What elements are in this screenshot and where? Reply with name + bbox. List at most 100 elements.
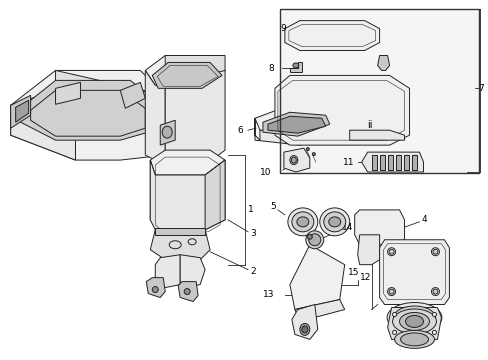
Polygon shape	[387, 155, 392, 170]
Ellipse shape	[393, 306, 435, 329]
Polygon shape	[16, 100, 29, 122]
Polygon shape	[11, 90, 75, 160]
Polygon shape	[150, 160, 224, 230]
Polygon shape	[294, 300, 344, 321]
Ellipse shape	[392, 312, 396, 316]
Polygon shape	[349, 130, 404, 140]
Polygon shape	[379, 240, 448, 305]
Text: 4: 4	[421, 215, 426, 224]
Ellipse shape	[323, 212, 345, 232]
Polygon shape	[357, 235, 379, 265]
Polygon shape	[289, 62, 301, 72]
Bar	[279, 9, 478, 173]
Polygon shape	[395, 155, 400, 170]
Polygon shape	[371, 155, 376, 170]
Polygon shape	[150, 160, 155, 225]
Polygon shape	[11, 95, 31, 128]
Ellipse shape	[306, 234, 312, 239]
Ellipse shape	[184, 289, 190, 294]
Ellipse shape	[388, 289, 393, 294]
Text: 15: 15	[347, 268, 359, 277]
Polygon shape	[263, 112, 329, 136]
Polygon shape	[267, 116, 325, 133]
Polygon shape	[289, 245, 344, 310]
Polygon shape	[354, 210, 404, 245]
Ellipse shape	[289, 156, 297, 165]
Polygon shape	[150, 230, 210, 260]
Bar	[279, 9, 478, 173]
Text: 11: 11	[343, 158, 354, 167]
Text: 3: 3	[249, 229, 255, 238]
Polygon shape	[285, 21, 379, 50]
Polygon shape	[11, 71, 165, 160]
Ellipse shape	[296, 217, 308, 227]
Polygon shape	[20, 80, 155, 140]
Polygon shape	[291, 305, 317, 339]
Polygon shape	[120, 82, 145, 108]
Ellipse shape	[305, 148, 309, 150]
Ellipse shape	[405, 315, 423, 328]
Ellipse shape	[430, 248, 439, 256]
Polygon shape	[403, 155, 407, 170]
Ellipse shape	[308, 234, 320, 246]
Polygon shape	[361, 152, 423, 172]
Text: 2: 2	[249, 267, 255, 276]
Polygon shape	[160, 120, 175, 145]
Polygon shape	[377, 55, 389, 71]
Ellipse shape	[299, 323, 309, 336]
Text: 12: 12	[359, 273, 370, 282]
Polygon shape	[56, 71, 165, 130]
Polygon shape	[155, 228, 204, 235]
Text: 14: 14	[341, 223, 352, 232]
Polygon shape	[178, 282, 198, 302]
Polygon shape	[165, 71, 224, 165]
Ellipse shape	[387, 288, 395, 296]
Text: 1: 1	[247, 206, 253, 215]
Text: 7: 7	[477, 84, 483, 93]
Polygon shape	[379, 155, 384, 170]
Polygon shape	[145, 55, 224, 85]
Ellipse shape	[399, 312, 428, 330]
Ellipse shape	[301, 326, 307, 333]
Ellipse shape	[319, 208, 349, 236]
Text: 8: 8	[267, 64, 273, 73]
Ellipse shape	[388, 249, 393, 254]
Polygon shape	[411, 155, 416, 170]
Ellipse shape	[328, 217, 340, 227]
Polygon shape	[387, 307, 441, 339]
Ellipse shape	[430, 288, 439, 296]
Polygon shape	[56, 82, 81, 104]
Text: 9: 9	[279, 24, 285, 33]
Ellipse shape	[431, 330, 436, 334]
Ellipse shape	[400, 333, 427, 346]
Ellipse shape	[431, 312, 436, 316]
Polygon shape	[284, 148, 309, 172]
Text: 10: 10	[260, 167, 271, 176]
Polygon shape	[204, 160, 224, 230]
Polygon shape	[145, 71, 165, 165]
Polygon shape	[274, 75, 408, 145]
Ellipse shape	[432, 249, 437, 254]
Ellipse shape	[387, 248, 395, 256]
Text: 6: 6	[237, 126, 242, 135]
Ellipse shape	[152, 287, 158, 293]
Ellipse shape	[312, 153, 315, 156]
Ellipse shape	[392, 309, 436, 334]
Text: 13: 13	[263, 290, 274, 299]
Ellipse shape	[287, 208, 317, 236]
Ellipse shape	[392, 330, 396, 334]
Ellipse shape	[162, 126, 172, 138]
Text: ii: ii	[366, 120, 371, 130]
Ellipse shape	[291, 157, 296, 163]
Polygon shape	[150, 150, 224, 175]
Polygon shape	[254, 105, 334, 133]
Polygon shape	[254, 118, 334, 145]
Text: 5: 5	[269, 202, 275, 211]
Ellipse shape	[394, 330, 433, 348]
Ellipse shape	[292, 63, 298, 68]
Ellipse shape	[291, 212, 313, 232]
Polygon shape	[152, 62, 222, 88]
Polygon shape	[180, 255, 204, 288]
Ellipse shape	[386, 302, 441, 332]
Polygon shape	[146, 278, 165, 298]
